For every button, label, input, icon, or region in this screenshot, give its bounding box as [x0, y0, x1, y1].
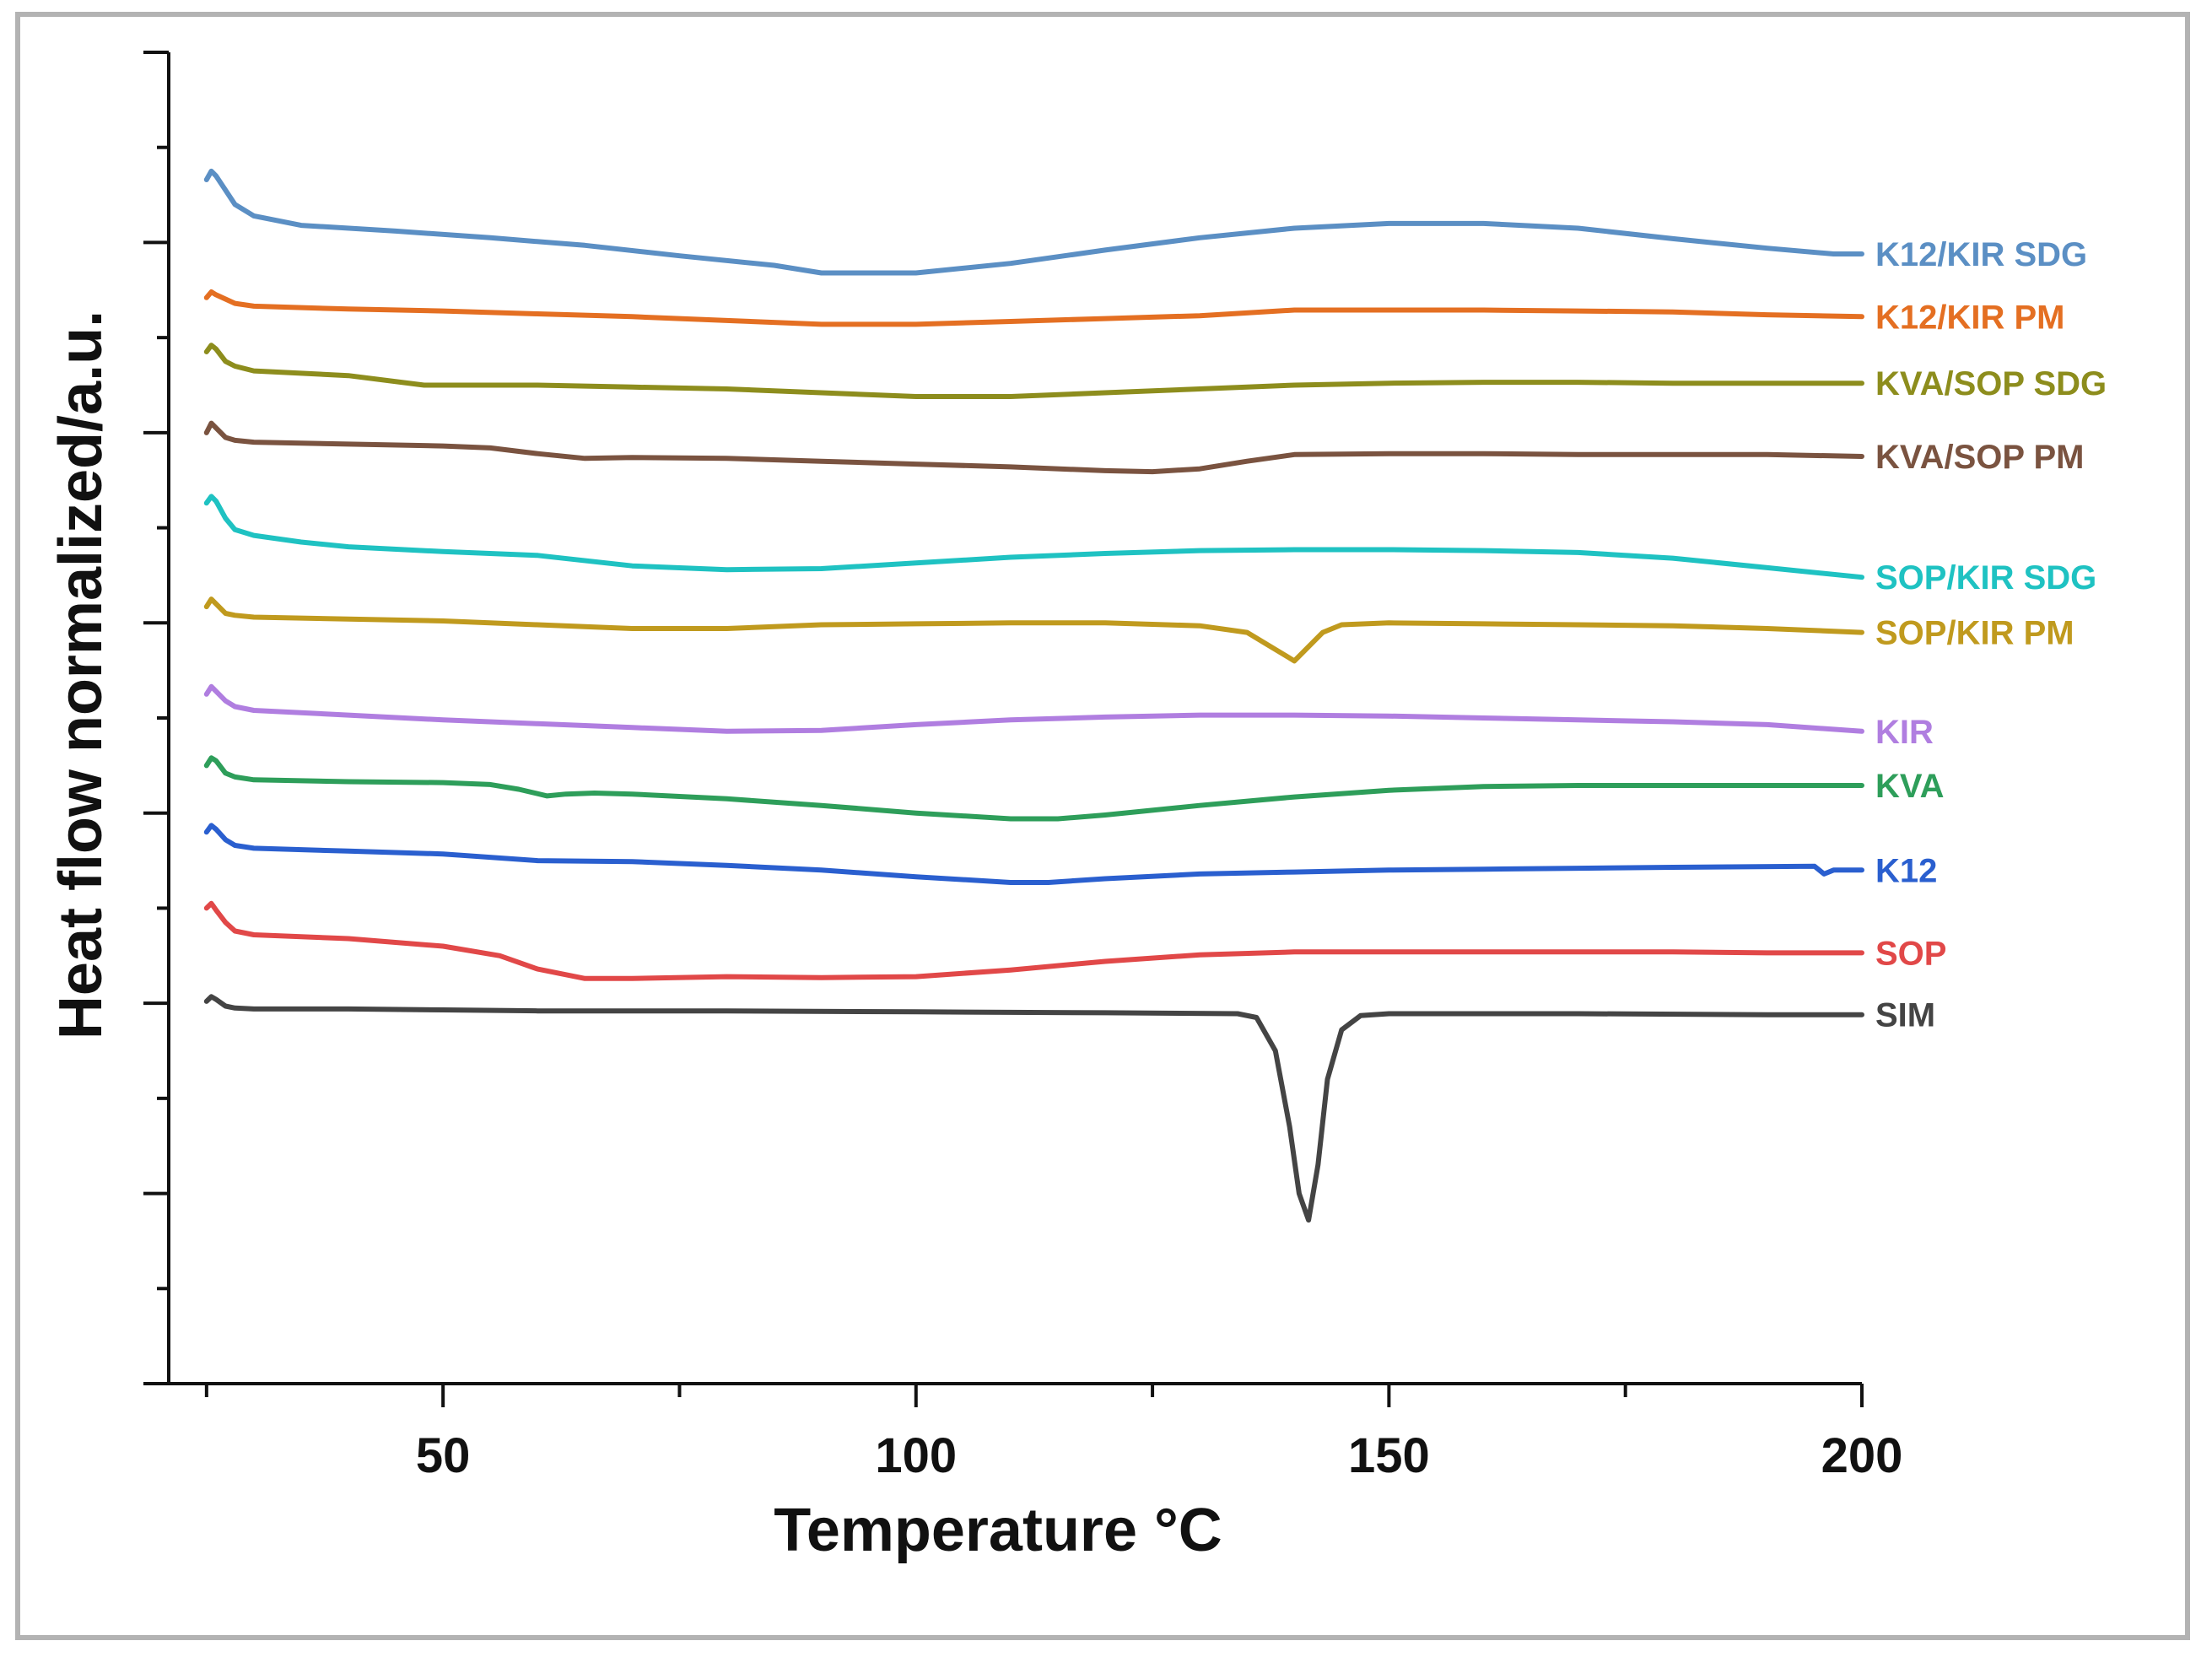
- series-line-sop-kir-sdg: [203, 494, 1864, 580]
- series-line-k12-kir-pm: [203, 289, 1864, 327]
- series-label-sop-kir-sdg: SOP/KIR SDG: [1875, 559, 2096, 596]
- series-line-kir: [203, 683, 1864, 734]
- y-axis-title: Heat flow normalized/a.u.: [47, 310, 115, 1039]
- series-label-sop-kir-pm: SOP/KIR PM: [1875, 615, 2074, 652]
- series-labels: K12/KIR SDG K12/KIR PM KVA/SOP SDG KVA/SOP …: [1875, 236, 2107, 1034]
- x-axis-title: Temperature °C: [774, 1497, 1222, 1564]
- axes: 50 100 150 200: [143, 51, 1903, 1483]
- series-label-sim: SIM: [1875, 997, 1935, 1034]
- series-label-kva: KVA: [1875, 768, 1944, 805]
- series-label-kir: KIR: [1875, 714, 1934, 751]
- series-label-kva-sop-sdg: KVA/SOP SDG: [1875, 365, 2107, 402]
- series-line-sim: [203, 994, 1864, 1223]
- series-label-sop: SOP: [1875, 935, 1946, 972]
- series-label-k12: K12: [1875, 852, 1937, 889]
- series-line-k12-kir-sdg: [203, 168, 1864, 276]
- figure-frame: [15, 12, 2190, 1640]
- x-tick-label: 100: [875, 1428, 957, 1483]
- x-tick-label: 50: [416, 1428, 471, 1483]
- x-tick-label: 200: [1821, 1428, 1903, 1483]
- x-tick-label: 150: [1348, 1428, 1430, 1483]
- series-line-kva-sop-pm: [203, 420, 1864, 475]
- series-line-kva: [203, 755, 1864, 822]
- series-line-k12: [203, 823, 1864, 885]
- series-label-k12-kir-sdg: K12/KIR SDG: [1875, 236, 2087, 273]
- series-line-sop-kir-pm: [203, 596, 1864, 664]
- series-line-sop: [203, 900, 1864, 981]
- series-label-k12-kir-pm: K12/KIR PM: [1875, 299, 2065, 336]
- series-group: [203, 168, 1864, 1223]
- series-label-kva-sop-pm: KVA/SOP PM: [1875, 439, 2084, 476]
- series-line-kva-sop-sdg: [203, 343, 1864, 399]
